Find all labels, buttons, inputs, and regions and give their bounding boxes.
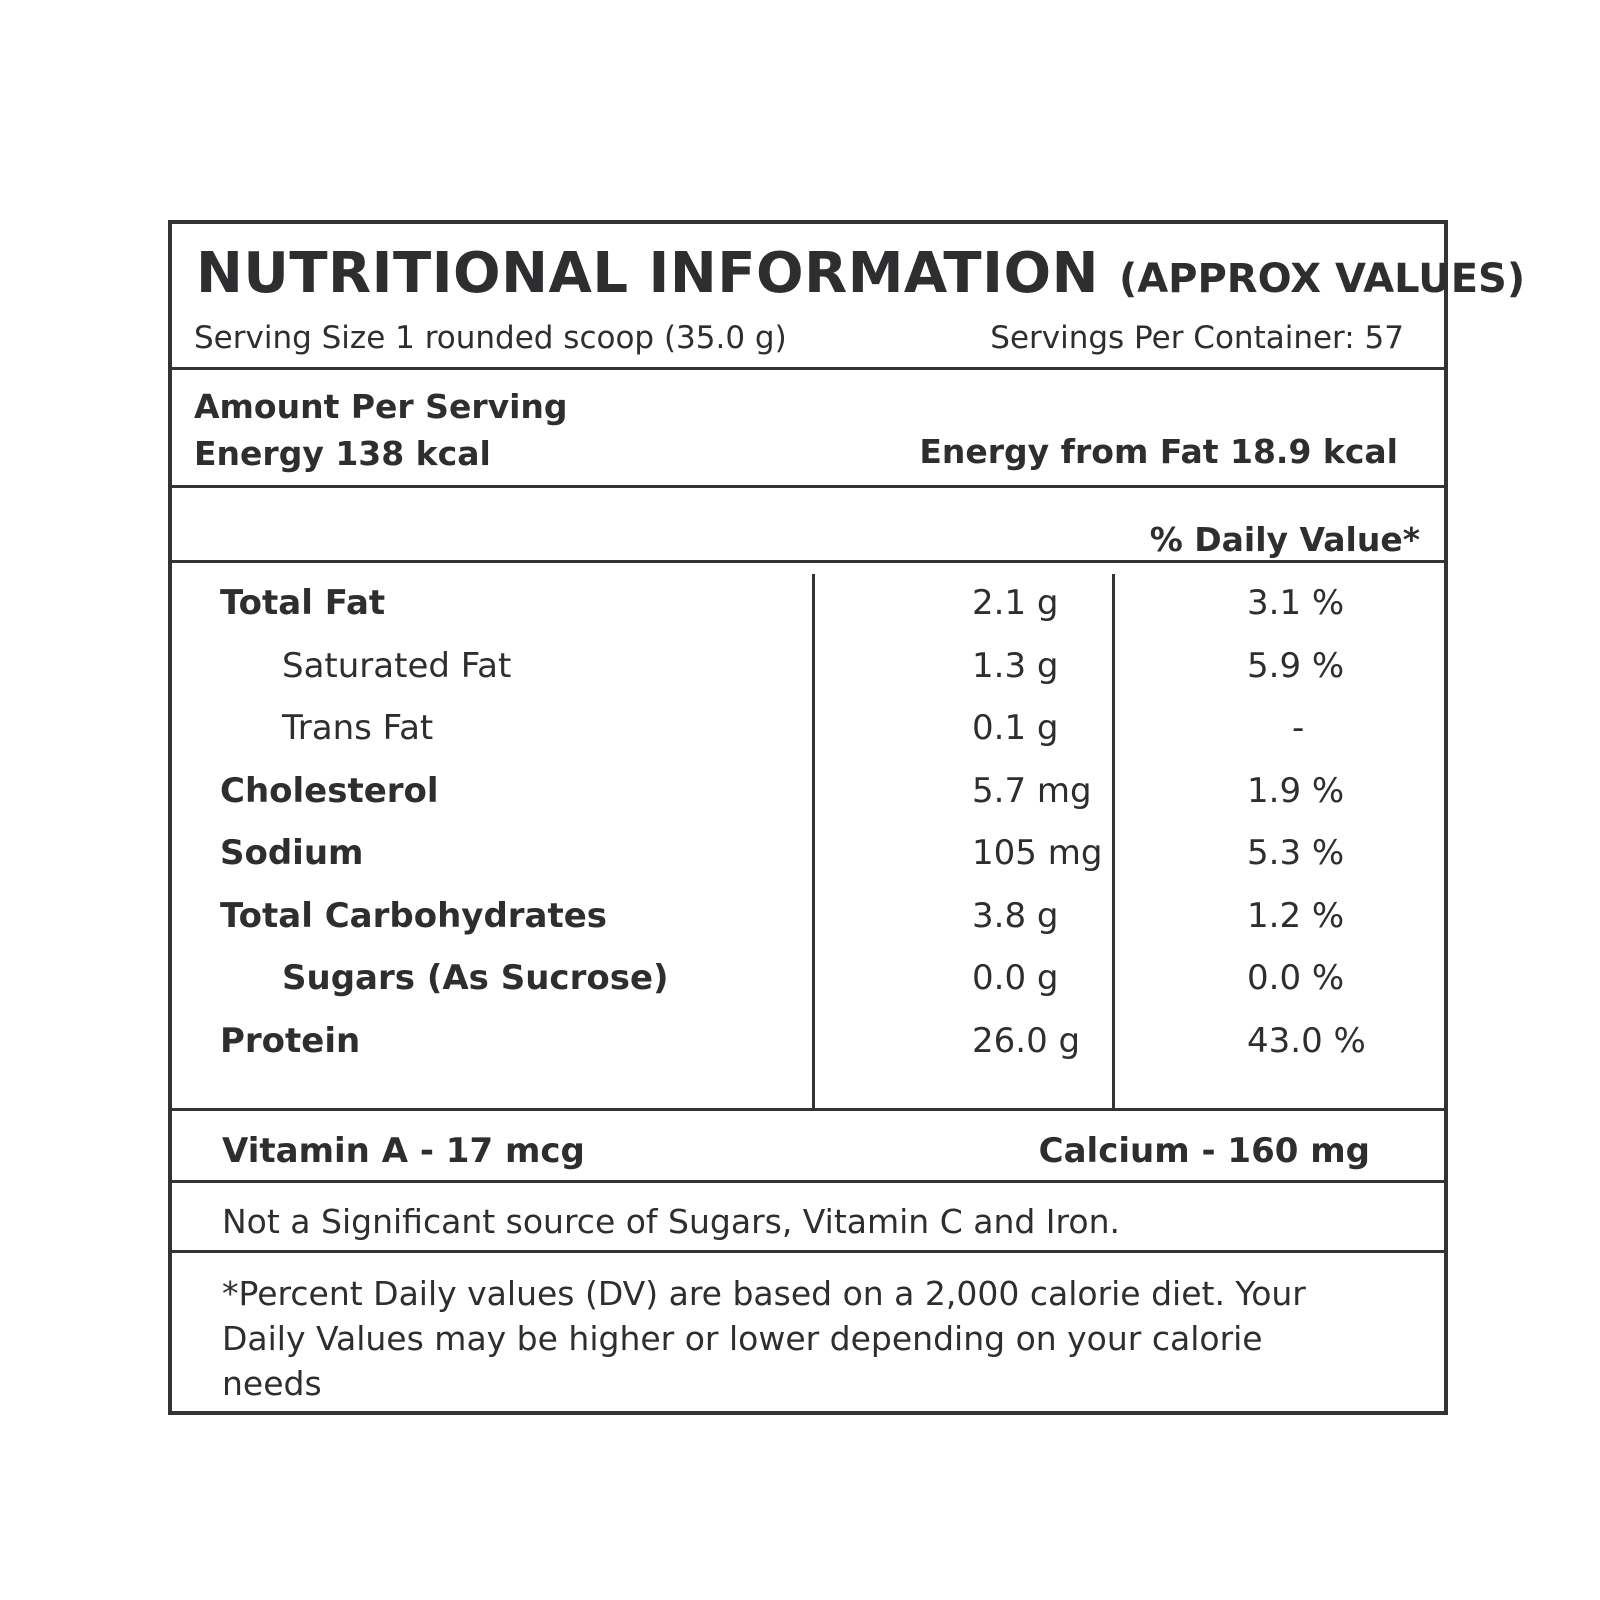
nutrient-name: Trans Fat	[282, 708, 434, 748]
nutrient-name: Saturated Fat	[282, 645, 512, 686]
divider	[172, 1108, 1444, 1111]
table-row: Total Carbohydrates 3.8 g 1.2 %	[172, 884, 1444, 948]
column-divider	[812, 574, 815, 1110]
calcium: Calcium - 160 mg	[1038, 1131, 1370, 1171]
amount-per-serving: Amount Per Serving	[194, 387, 568, 426]
title-main: NUTRITIONAL INFORMATION	[196, 241, 1099, 306]
nutrient-amount: 26.0 g	[972, 1020, 1081, 1061]
servings-per-container: Servings Per Container: 57	[990, 320, 1404, 356]
nutrition-label: NUTRITIONAL INFORMATION (APPROX VALUES) …	[168, 220, 1525, 1415]
vitamin-a: Vitamin A - 17 mcg	[222, 1131, 585, 1171]
nutrient-daily-value: 1.9 %	[1247, 770, 1345, 811]
nutrient-daily-value: 5.9 %	[1247, 645, 1345, 686]
serving-size: Serving Size 1 rounded scoop (35.0 g)	[194, 320, 787, 356]
energy-value: Energy 138 kcal	[194, 434, 491, 473]
nutrient-amount: 0.1 g	[972, 708, 1059, 748]
nutrient-name: Sugars (As Sucrose)	[282, 958, 669, 998]
nutrient-name: Total Carbohydrates	[220, 895, 608, 936]
significance-note: Not a Significant source of Sugars, Vita…	[222, 1202, 1120, 1241]
label-title: NUTRITIONAL INFORMATION (APPROX VALUES)	[196, 242, 1525, 311]
nutrient-amount: 5.7 mg	[972, 770, 1092, 811]
title-subtitle: (APPROX VALUES)	[1118, 256, 1526, 302]
divider	[172, 367, 1444, 370]
table-row: Trans Fat 0.1 g -	[172, 696, 1444, 760]
nutrient-name: Total Fat	[220, 583, 386, 623]
table-row: Sugars (As Sucrose) 0.0 g 0.0 %	[172, 946, 1444, 1010]
nutrient-daily-value: -	[1292, 708, 1305, 748]
nutrient-daily-value: 5.3 %	[1247, 833, 1345, 873]
nutrient-amount: 1.3 g	[972, 645, 1059, 686]
energy-from-fat: Energy from Fat 18.9 kcal	[919, 432, 1398, 471]
daily-value-header: % Daily Value*	[1149, 520, 1420, 559]
nutrient-daily-value: 0.0 %	[1247, 958, 1345, 998]
nutrient-daily-value: 43.0 %	[1247, 1020, 1366, 1061]
daily-value-footnote: *Percent Daily values (DV) are based on …	[222, 1274, 1306, 1403]
nutrient-amount: 105 mg	[972, 833, 1103, 873]
table-row: Sodium 105 mg 5.3 %	[172, 821, 1444, 885]
column-divider	[1112, 574, 1115, 1110]
table-row: Protein 26.0 g 43.0 %	[172, 1009, 1444, 1073]
divider	[172, 1250, 1444, 1253]
divider	[172, 560, 1444, 563]
table-row: Cholesterol 5.7 mg 1.9 %	[172, 759, 1444, 823]
nutrient-amount: 3.8 g	[972, 895, 1059, 936]
divider	[172, 1180, 1444, 1183]
nutrient-daily-value: 3.1 %	[1247, 583, 1345, 623]
nutrient-daily-value: 1.2 %	[1247, 895, 1345, 936]
nutrient-name: Protein	[220, 1020, 361, 1061]
nutrient-name: Sodium	[220, 833, 364, 873]
table-row: Total Fat 2.1 g 3.1 %	[172, 571, 1444, 635]
table-row: Saturated Fat 1.3 g 5.9 %	[172, 634, 1444, 698]
nutrient-amount: 0.0 g	[972, 958, 1059, 998]
divider	[172, 485, 1444, 488]
nutrient-name: Cholesterol	[220, 770, 439, 811]
nutrient-amount: 2.1 g	[972, 583, 1059, 623]
